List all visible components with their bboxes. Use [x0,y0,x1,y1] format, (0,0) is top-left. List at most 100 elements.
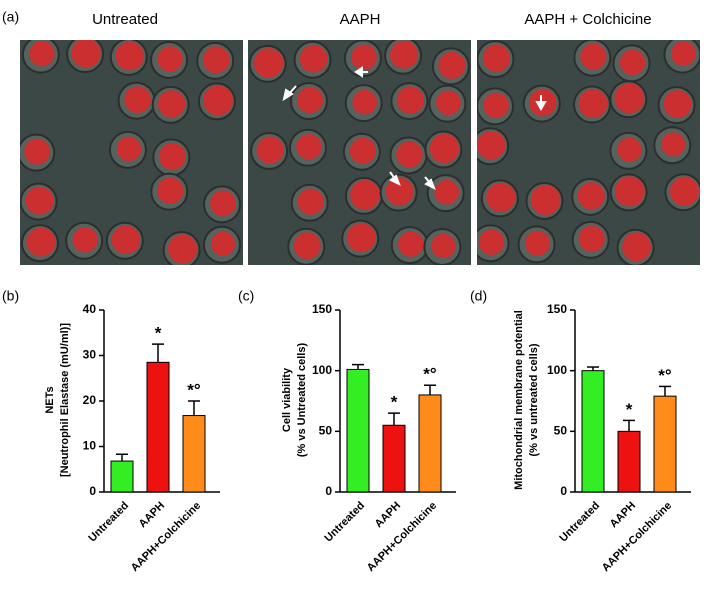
micrographs [20,40,700,265]
bar [617,430,641,493]
image-title: AAPH + Colchicine [524,11,651,28]
x-tick-label: AAPH [608,500,639,531]
nucleus [202,85,233,116]
significance: * [155,324,162,343]
cells [248,40,470,265]
nucleus [671,41,696,67]
nucleus [482,44,511,72]
nucleus [398,231,424,257]
panel-label: (c) [238,288,254,304]
y-tick-label: 30 [83,348,97,362]
nucleus [26,227,56,257]
nucleus [24,138,51,165]
x-tick-label: Untreated [322,500,367,545]
x-tick-label: Untreated [557,500,602,545]
nucleus [577,182,605,210]
bar [581,370,605,493]
nucleus [614,176,645,207]
x-tick-label: AAPH [373,500,404,531]
nucleus [167,234,198,264]
y-tick-label: 40 [83,302,97,316]
nucleus [483,92,509,119]
nucleus [431,233,456,259]
nucleus [210,190,237,217]
cells [20,40,242,265]
y-tick-label: 150 [312,302,332,316]
nucleus [477,130,506,160]
nucleus [525,230,551,256]
bar [110,460,134,493]
nucleus [530,185,561,215]
y-tick-label: 10 [83,439,97,453]
x-tick-label: AAPH [137,500,168,531]
nucleus [158,142,186,170]
nucleus [614,83,645,114]
significance: *° [423,365,437,384]
nucleus [350,179,380,210]
significance: * [391,393,398,412]
nucleus [256,136,284,164]
nucleus [72,226,98,253]
y-tick-label: 0 [560,484,567,498]
nucleus [669,176,700,206]
y-axis-label: (% vs untreated cells) [528,343,540,456]
significance: *° [187,380,201,399]
nucleus [429,133,459,164]
nucleus [210,231,236,256]
nucleus [29,40,55,67]
nucleus [352,89,378,115]
y-axis-label: Mitochondrial membrane potential [513,310,525,490]
nucleus [578,89,608,119]
panel-label: (d) [470,288,487,304]
y-tick-label: 0 [89,484,96,498]
nucleus [478,229,505,255]
nucleus [622,232,652,262]
nucleus [486,182,516,213]
bar [418,394,442,493]
nucleus [663,90,692,119]
nucleus [253,48,284,78]
bar [382,424,406,493]
nucleus [617,137,642,163]
nucleus [71,40,101,68]
arrows [282,66,547,191]
nucleus [619,49,646,76]
bar [653,395,677,493]
bar [346,368,370,493]
nucleus [25,186,54,215]
nucleus [299,44,328,73]
y-tick-label: 50 [319,424,333,438]
nucleus [157,46,183,72]
nucleus [396,86,425,114]
significance: *° [658,366,672,385]
charts: (b) NETs [Neutrophil Elastase (mU/ml)] 0 10 2… [2,288,691,574]
nucleus [297,188,324,215]
nucleus [351,44,377,71]
x-tick-label: AAPH+Colchicine [365,500,439,574]
nucleus [434,179,460,205]
nucleus [349,137,376,164]
bar [182,415,206,493]
nucleus [396,141,423,168]
y-tick-label: 0 [325,484,332,498]
significance: * [626,400,633,419]
nucleus [157,90,186,118]
y-tick-label: 100 [312,363,332,377]
nucleus [296,134,322,160]
panel-label: (a) [2,9,19,25]
y-tick-label: 20 [83,393,97,407]
image-title: AAPH [340,11,381,28]
nucleus [580,43,607,70]
nucleus [124,86,151,114]
nucleus [115,41,145,71]
nucleus [157,177,184,204]
y-tick-label: 50 [554,424,568,438]
y-axis-label: NETs [44,386,56,413]
nucleus [578,225,605,252]
y-axis-label: (% vs Untreated cells) [296,343,308,458]
y-axis-label: Cell viability [281,367,293,432]
x-tick-label: Untreated [86,500,131,545]
nucleus [346,223,376,253]
nucleus [436,90,461,116]
y-tick-label: 100 [547,363,567,377]
